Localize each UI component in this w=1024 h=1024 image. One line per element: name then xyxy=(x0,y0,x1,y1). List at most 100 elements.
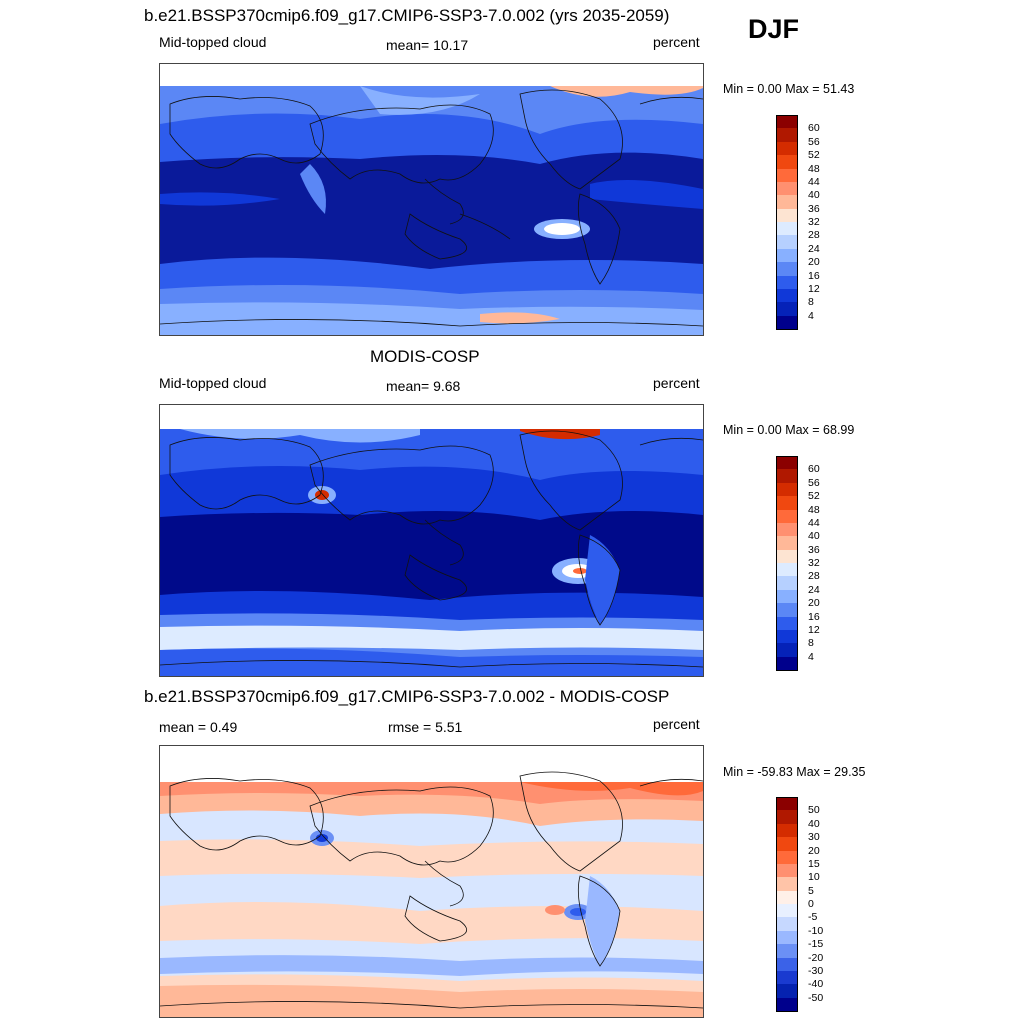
colorbar-cell xyxy=(776,589,798,604)
colorbar-tick-label: 20 xyxy=(808,597,820,610)
colorbar-tick-label: -40 xyxy=(808,978,824,991)
colorbar-cell xyxy=(776,549,798,564)
colorbar-cell xyxy=(776,656,798,671)
colorbar-cell xyxy=(776,643,798,658)
colorbar-tick-label: 52 xyxy=(808,149,820,162)
min-max-label: Min = 0.00 Max = 51.43 xyxy=(723,82,855,96)
colorbar-cell xyxy=(776,115,798,129)
arctic-high xyxy=(550,86,703,97)
coastlines xyxy=(160,430,703,668)
colorbar-tick-label: 8 xyxy=(808,637,814,650)
colorbar-tick-label: 0 xyxy=(808,898,814,910)
colorbar-cell xyxy=(776,863,798,878)
colorbar-tick-label: 44 xyxy=(808,516,820,529)
colorbar-cell xyxy=(776,456,798,470)
panel-title: MODIS-COSP xyxy=(370,347,480,366)
no-data-arctic xyxy=(160,746,703,782)
colorbar-tick-label: -20 xyxy=(808,951,824,964)
colorbar-cell xyxy=(776,168,798,183)
colorbar-tick-label: 48 xyxy=(808,162,820,175)
colorbar-cell xyxy=(776,837,798,851)
coastlines xyxy=(160,89,703,327)
colorbar-tick-label: -5 xyxy=(808,911,818,924)
no-data-arctic xyxy=(160,405,703,429)
peru-negative xyxy=(570,908,586,916)
colorbar-cell xyxy=(776,469,798,484)
colorbar-tick-label: 30 xyxy=(808,831,820,844)
colorbar-tick-label: 5 xyxy=(808,884,814,897)
map-plot xyxy=(159,63,704,336)
colorbar-cell xyxy=(776,248,798,263)
colorbar-cell xyxy=(776,496,798,510)
colorbar-tick-label: 36 xyxy=(808,202,820,215)
colorbar-tick-label: 4 xyxy=(808,650,814,663)
colorbar: 60 56 52 48 44 40 36 32 28 24 20 16 12 8 4 xyxy=(776,115,856,330)
map-plot xyxy=(159,404,704,677)
colorbar-cell xyxy=(776,315,798,330)
colorbar-tick-label: 60 xyxy=(808,463,820,476)
variable-label: Mid-topped cloud xyxy=(159,34,267,50)
variable-label: Mid-topped cloud xyxy=(159,375,267,391)
colorbar-cell xyxy=(776,917,798,932)
colorbar-cell xyxy=(776,576,798,591)
colorbar-cell xyxy=(776,797,798,811)
colorbar-tick-label: 8 xyxy=(808,296,814,309)
colorbar-cell xyxy=(776,563,798,577)
colorbar-tick-label: 44 xyxy=(808,175,820,188)
colorbar-cell xyxy=(776,930,798,945)
colorbar-tick-label: 12 xyxy=(808,623,820,636)
mean-label: mean= 10.17 xyxy=(386,37,469,53)
colorbar-cell xyxy=(776,208,798,223)
colorbar-cell xyxy=(776,810,798,825)
peru-stratocumulus-max xyxy=(544,223,580,235)
china-negative xyxy=(316,834,328,842)
colorbar-tick-label: 50 xyxy=(808,804,820,817)
colorbar-tick-label: 4 xyxy=(808,309,814,322)
colorbar-cell xyxy=(776,509,798,524)
min-max-label: Min = -59.83 Max = 29.35 xyxy=(723,765,866,779)
colorbar-tick-label: 40 xyxy=(808,817,820,830)
units-label: percent xyxy=(653,34,700,50)
colorbar-cell xyxy=(776,195,798,210)
antarctic-band xyxy=(160,302,703,335)
map-field xyxy=(160,64,703,335)
china-max xyxy=(315,490,329,500)
colorbar-tick-label: 15 xyxy=(808,857,820,870)
colorbar-cell xyxy=(776,181,798,196)
colorbar-cell xyxy=(776,904,798,918)
colorbar-tick-label: 56 xyxy=(808,135,820,148)
coastlines xyxy=(160,771,703,1009)
panel-title: b.e21.BSSP370cmip6.f09_g17.CMIP6-SSP3-7.… xyxy=(144,687,670,706)
colorbar-tick-label: 24 xyxy=(808,242,820,255)
no-data-arctic xyxy=(160,64,703,86)
colorbar-cell xyxy=(776,850,798,865)
colorbar-cell xyxy=(776,970,798,985)
tropical-positive xyxy=(160,839,703,878)
colorbar-cell xyxy=(776,984,798,999)
colorbar-cell xyxy=(776,128,798,143)
colorbar-cell xyxy=(776,629,798,644)
colorbar-tick-label: 48 xyxy=(808,503,820,516)
colorbar-tick-label: 40 xyxy=(808,189,820,202)
map-field xyxy=(160,405,703,676)
colorbar-cell xyxy=(776,536,798,551)
antarctic-band xyxy=(160,625,703,650)
units-label: percent xyxy=(653,375,700,391)
colorbar-cell xyxy=(776,522,798,537)
colorbar-tick-label: 32 xyxy=(808,557,820,569)
colorbar-cell xyxy=(776,877,798,892)
colorbar-tick-label: -10 xyxy=(808,924,824,937)
colorbar-cell xyxy=(776,262,798,276)
colorbar-tick-label: 20 xyxy=(808,844,820,857)
colorbar-tick-label: 60 xyxy=(808,122,820,135)
season-label: DJF xyxy=(748,14,800,44)
colorbar-cell xyxy=(776,141,798,156)
colorbar-tick-label: 12 xyxy=(808,282,820,295)
units-label: percent xyxy=(653,716,700,732)
colorbar-tick-label: 28 xyxy=(808,229,820,242)
colorbar-tick-label: 16 xyxy=(808,610,820,623)
panel-title: b.e21.BSSP370cmip6.f09_g17.CMIP6-SSP3-7.… xyxy=(144,6,670,25)
colorbar-cell xyxy=(776,302,798,317)
colorbar-cell xyxy=(776,603,798,617)
colorbar-tick-label: 40 xyxy=(808,530,820,543)
